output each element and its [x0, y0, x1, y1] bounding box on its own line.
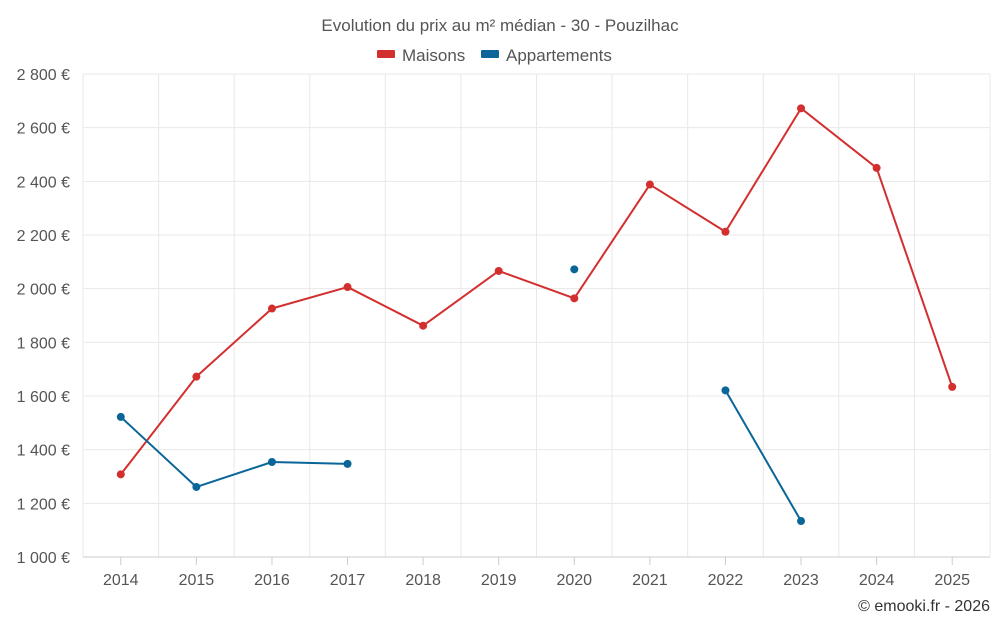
- x-tick-label: 2023: [783, 572, 819, 589]
- legend-swatch-appartements: [481, 50, 499, 58]
- legend-label-appartements: Appartements: [506, 46, 612, 65]
- grid-lines: [82, 73, 991, 557]
- data-point-maisons: [721, 227, 730, 236]
- y-tick-label: 2 400 €: [17, 174, 70, 191]
- data-point-maisons: [494, 266, 503, 275]
- x-tick-label: 2024: [859, 572, 895, 589]
- data-point-maisons: [419, 321, 428, 330]
- legend: Maisons Appartements: [377, 46, 612, 65]
- x-tick-label: 2016: [254, 572, 290, 589]
- x-tick-label: 2018: [405, 572, 441, 589]
- x-tick-label: 2014: [103, 572, 139, 589]
- x-tick-label: 2020: [556, 572, 592, 589]
- data-point-maisons: [267, 304, 276, 313]
- data-point-appartements: [797, 517, 806, 526]
- data-point-appartements: [343, 459, 352, 468]
- chart-title: Evolution du prix au m² médian - 30 - Po…: [321, 16, 679, 35]
- y-tick-label: 1 200 €: [17, 496, 70, 513]
- x-tick-label: 2022: [708, 572, 744, 589]
- y-tick-label: 2 200 €: [17, 228, 70, 245]
- y-tick-label: 1 600 €: [17, 389, 70, 406]
- x-tick-label: 2025: [934, 572, 970, 589]
- x-tick-label: 2021: [632, 572, 668, 589]
- y-tick-label: 2 000 €: [17, 282, 70, 299]
- data-point-maisons: [116, 470, 125, 479]
- data-point-appartements: [192, 482, 201, 491]
- y-tick-label: 1 000 €: [17, 550, 70, 567]
- data-point-maisons: [192, 372, 201, 381]
- y-tick-label: 1 800 €: [17, 335, 70, 352]
- data-point-appartements: [570, 265, 579, 274]
- data-point-maisons: [343, 283, 352, 292]
- data-point-appartements: [116, 412, 125, 421]
- data-point-maisons: [872, 163, 881, 172]
- series-line-appartements: [724, 389, 802, 522]
- x-tick-label: 2017: [330, 572, 366, 589]
- series-maisons: [116, 104, 957, 479]
- y-axis: 1 000 € 1 200 € 1 400 € 1 600 € 1 800 € 2 000…: [17, 67, 70, 567]
- x-tick-label: 2015: [179, 572, 215, 589]
- series-line-appartements: [120, 416, 348, 488]
- credit-text: © emooki.fr - 2026: [858, 598, 990, 615]
- data-point-appartements: [267, 458, 276, 467]
- x-axis: 2014 2015 2016 2017 2018 2019 2020 2021 2022 2023…: [83, 556, 990, 589]
- data-point-maisons: [570, 294, 579, 303]
- y-tick-label: 2 600 €: [17, 121, 70, 138]
- data-point-appartements: [721, 386, 730, 395]
- series-line-maisons: [120, 107, 954, 475]
- data-point-maisons: [645, 180, 654, 189]
- data-point-maisons: [797, 104, 806, 113]
- series-appartements: [116, 265, 806, 526]
- series-layer: [116, 104, 957, 526]
- y-tick-label: 1 400 €: [17, 443, 70, 460]
- data-point-maisons: [948, 382, 957, 391]
- x-tick-label: 2019: [481, 572, 517, 589]
- legend-swatch-maisons: [377, 50, 395, 58]
- legend-label-maisons: Maisons: [402, 46, 465, 65]
- y-tick-label: 2 800 €: [17, 67, 70, 84]
